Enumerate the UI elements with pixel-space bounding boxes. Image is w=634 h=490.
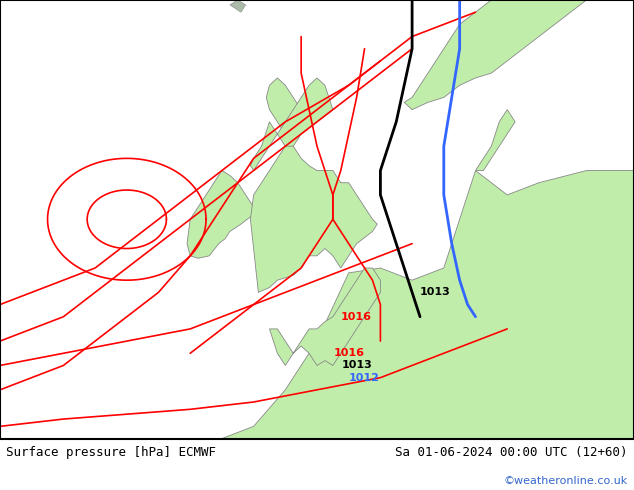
- Text: Sa 01-06-2024 00:00 UTC (12+60): Sa 01-06-2024 00:00 UTC (12+60): [395, 446, 628, 460]
- Text: 1012: 1012: [349, 372, 380, 383]
- Text: ©weatheronline.co.uk: ©weatheronline.co.uk: [503, 476, 628, 486]
- Text: 1013: 1013: [420, 287, 451, 297]
- Text: 1016: 1016: [333, 348, 364, 358]
- Polygon shape: [269, 268, 380, 366]
- Polygon shape: [404, 0, 634, 110]
- Text: Surface pressure [hPa] ECMWF: Surface pressure [hPa] ECMWF: [6, 446, 216, 460]
- Polygon shape: [250, 78, 333, 171]
- Polygon shape: [198, 171, 634, 439]
- Polygon shape: [250, 78, 377, 293]
- Polygon shape: [476, 110, 515, 171]
- Polygon shape: [187, 171, 254, 258]
- Text: 1013: 1013: [341, 361, 372, 370]
- Polygon shape: [230, 0, 246, 12]
- Text: 1016: 1016: [341, 312, 372, 322]
